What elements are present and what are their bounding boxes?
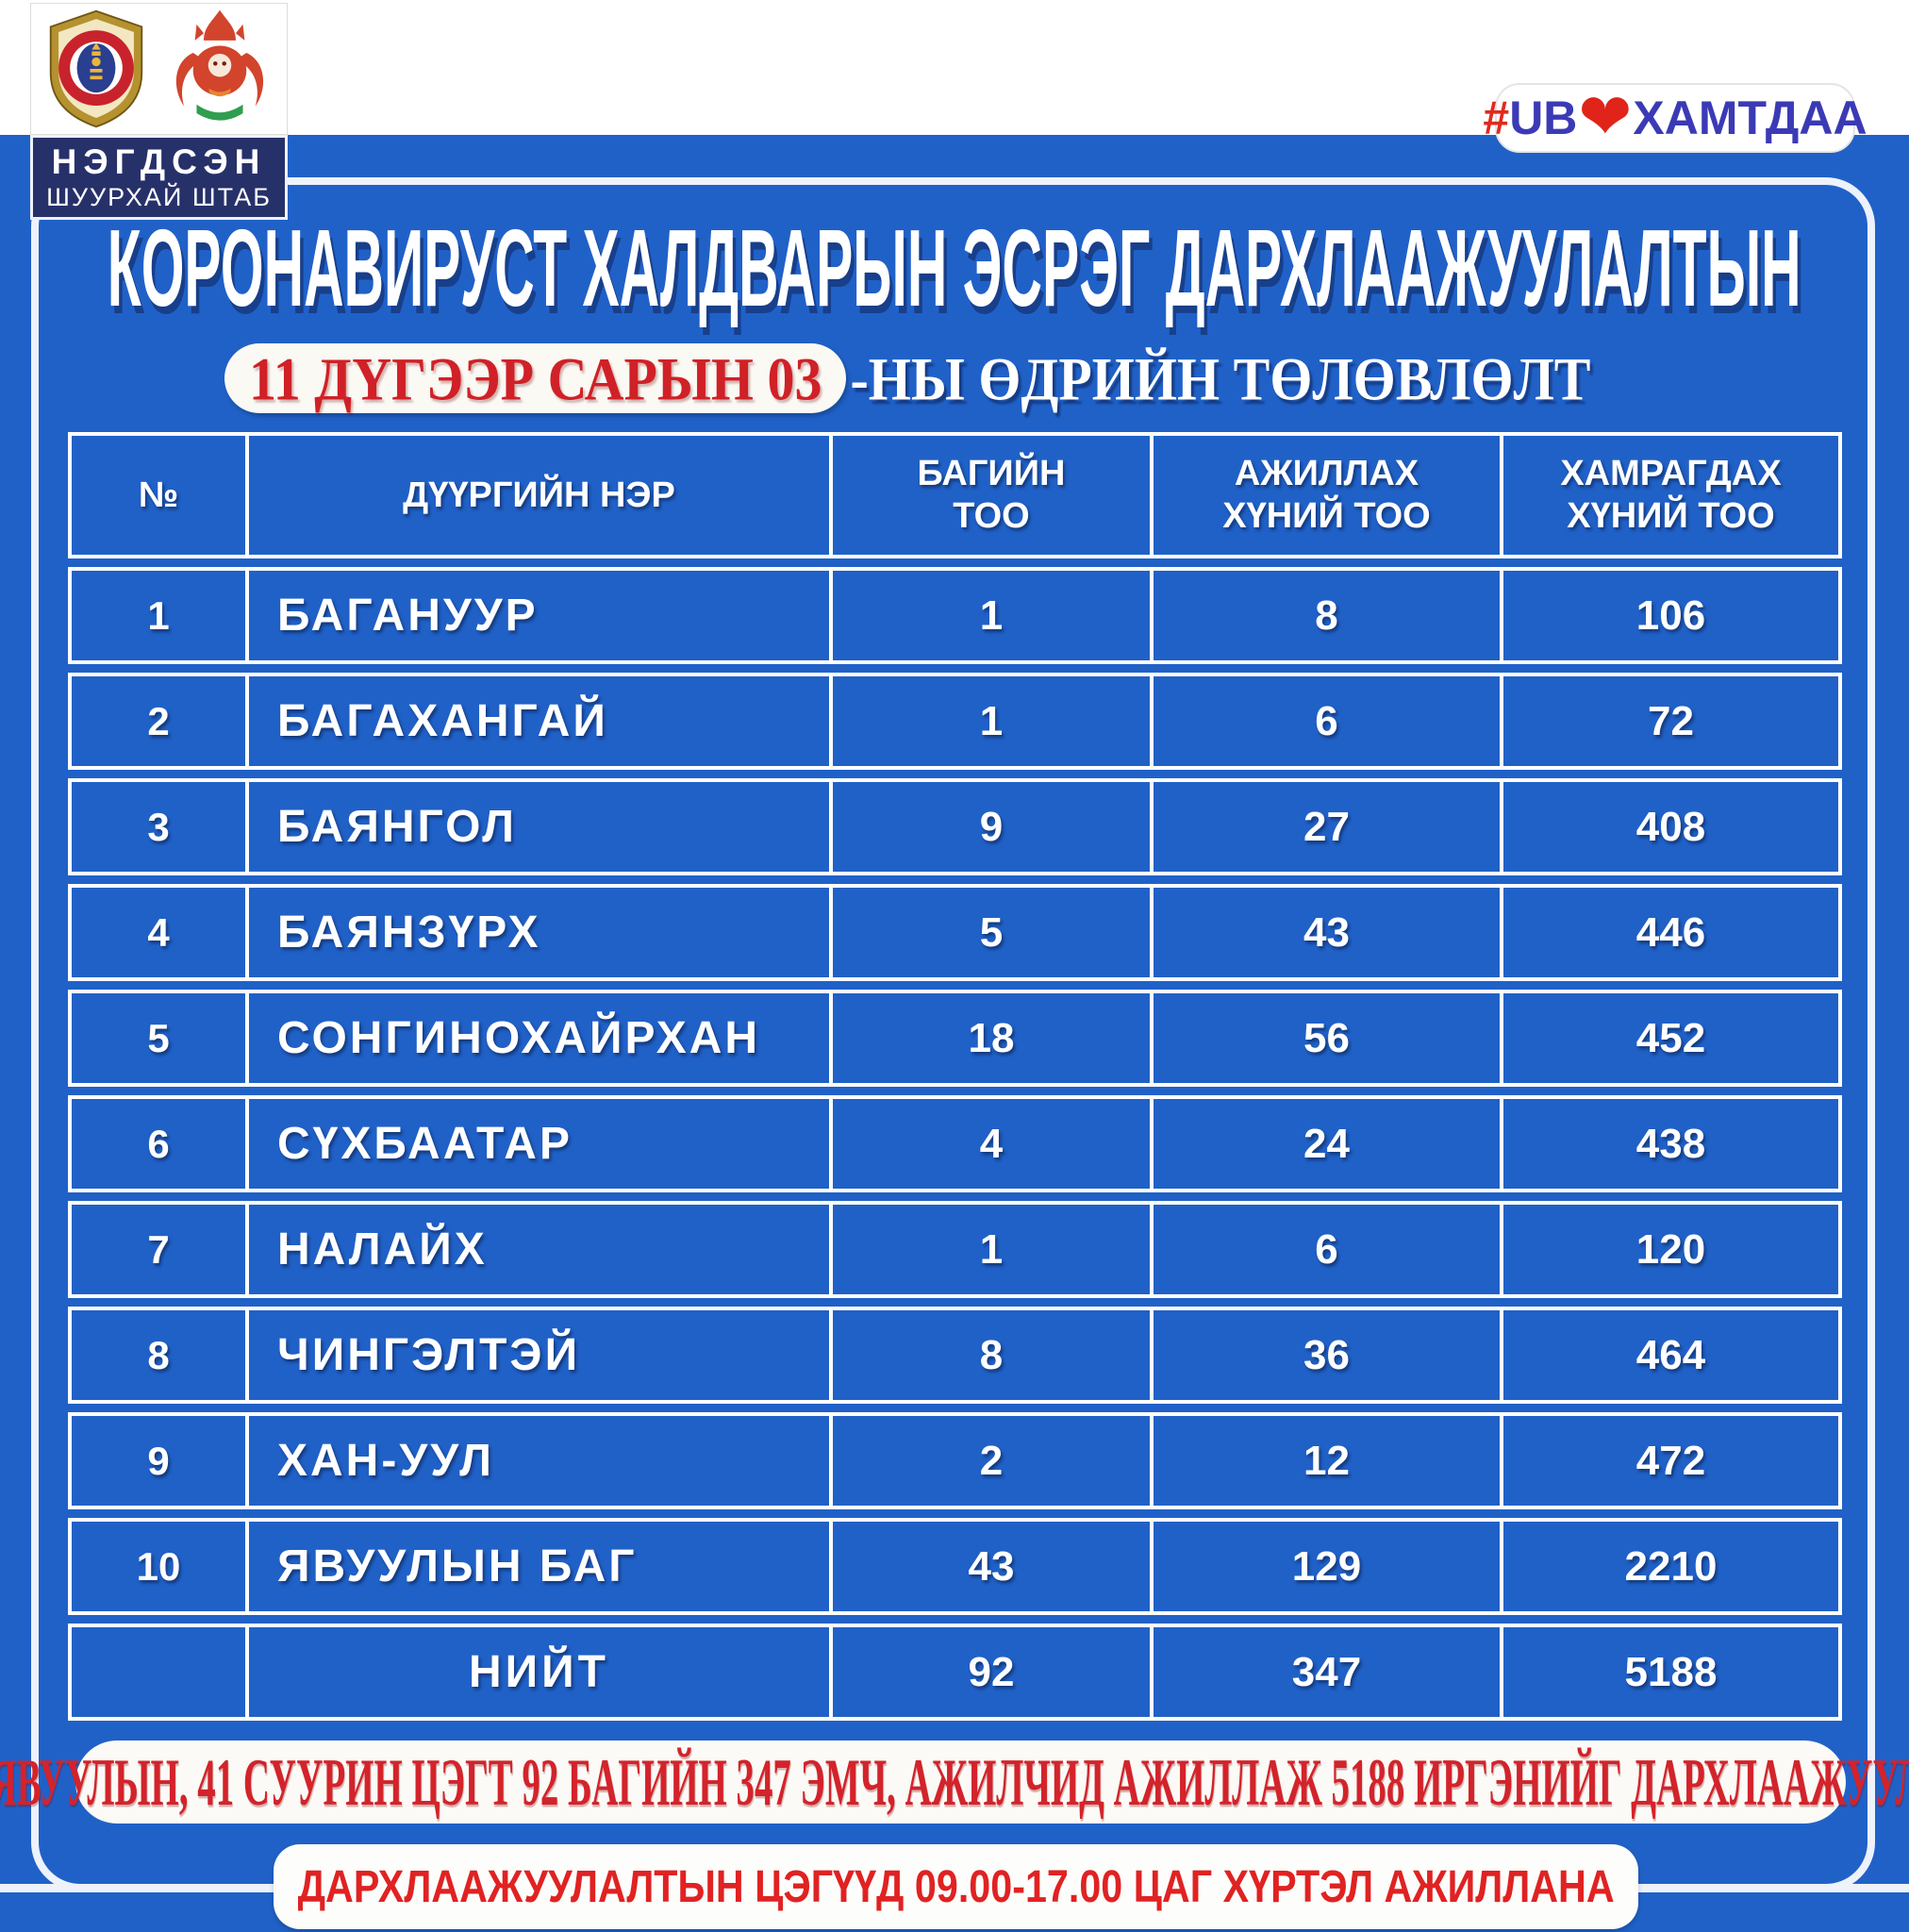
- summary-text: 43 ЯВУУЛЫН, 41 СУУРИН ЦЭГТ 92 БАГИЙН 347…: [0, 1744, 1909, 1820]
- teams-cell: 9: [833, 778, 1154, 875]
- row-number-cell: 5: [68, 990, 249, 1087]
- teams-cell: 18: [833, 990, 1154, 1087]
- teams-cell: 43: [833, 1518, 1154, 1615]
- badge-hash: #: [1483, 92, 1510, 144]
- total-workers-cell: 347: [1154, 1624, 1503, 1721]
- table-row: 1 БАГАНУУР 1 8 106: [68, 567, 1842, 664]
- row-number-cell: 4: [68, 884, 249, 981]
- covered-cell: 72: [1503, 673, 1842, 770]
- state-emergency-commission-emblem-icon: [49, 9, 142, 128]
- summary-banner: 43 ЯВУУЛЫН, 41 СУУРИН ЦЭГТ 92 БАГИЙН 347…: [0, 1740, 1909, 1824]
- row-number-cell: 7: [68, 1201, 249, 1298]
- district-name-cell: ХАН-УУЛ: [249, 1412, 833, 1509]
- total-teams-cell: 92: [833, 1624, 1154, 1721]
- vaccination-plan-table: № ДҮҮРГИЙН НЭР БАГИЙН ТОО АЖИЛЛАХ ХҮНИЙ ТО…: [68, 432, 1842, 1729]
- unified-operations-staff-box: НЭГДСЭН ШУУРХАЙ ШТАБ: [30, 135, 288, 220]
- covered-cell: 446: [1503, 884, 1842, 981]
- logo-box: [30, 3, 288, 135]
- total-empty-cell: [68, 1624, 249, 1721]
- staff-box-line2: ШУУРХАЙ ШТАБ: [46, 183, 272, 211]
- header-district-name: ДҮҮРГИЙН НЭР: [249, 432, 833, 558]
- teams-cell: 5: [833, 884, 1154, 981]
- total-covered-cell: 5188: [1503, 1624, 1842, 1721]
- workers-cell: 6: [1154, 1201, 1503, 1298]
- teams-cell: 2: [833, 1412, 1154, 1509]
- working-hours-text: ДАРХЛААЖУУЛАЛТЫН ЦЭГҮҮД 09.00-17.00 ЦАГ …: [297, 1861, 1615, 1912]
- badge-ub-text: UB: [1509, 92, 1578, 144]
- table-row: 7 НАЛАЙХ 1 6 120: [68, 1201, 1842, 1298]
- district-name-cell: НАЛАЙХ: [249, 1201, 833, 1298]
- staff-box-line1: НЭГДСЭН: [51, 142, 267, 181]
- row-number-cell: 3: [68, 778, 249, 875]
- table-row: 10 ЯВУУЛЫН БАГ 43 129 2210: [68, 1518, 1842, 1615]
- workers-cell: 8: [1154, 567, 1503, 664]
- row-number-cell: 9: [68, 1412, 249, 1509]
- workers-cell: 27: [1154, 778, 1503, 875]
- table-row: 4 БАЯНЗҮРХ 5 43 446: [68, 884, 1842, 981]
- covered-cell: 464: [1503, 1307, 1842, 1404]
- workers-cell: 36: [1154, 1307, 1503, 1404]
- district-name-cell: ЧИНГЭЛТЭЙ: [249, 1307, 833, 1404]
- workers-cell: 56: [1154, 990, 1503, 1087]
- ub-hamtdaa-badge: # UB ❤ ХАМТДАА: [1483, 81, 1868, 154]
- table-row: 2 БАГАХАНГАЙ 1 6 72: [68, 673, 1842, 770]
- workers-cell: 6: [1154, 673, 1503, 770]
- covered-cell: 2210: [1503, 1518, 1842, 1615]
- workers-cell: 43: [1154, 884, 1503, 981]
- district-name-cell: БАЯНГОЛ: [249, 778, 833, 875]
- row-number-cell: 8: [68, 1307, 249, 1404]
- header-team-count: БАГИЙН ТОО: [833, 432, 1154, 558]
- covered-cell: 438: [1503, 1095, 1842, 1192]
- row-number-cell: 1: [68, 567, 249, 664]
- table-row: 5 СОНГИНОХАЙРХАН 18 56 452: [68, 990, 1842, 1087]
- row-number-cell: 6: [68, 1095, 249, 1192]
- district-name-cell: СОНГИНОХАЙРХАН: [249, 990, 833, 1087]
- workers-cell: 24: [1154, 1095, 1503, 1192]
- covered-cell: 472: [1503, 1412, 1842, 1509]
- teams-cell: 1: [833, 673, 1154, 770]
- teams-cell: 4: [833, 1095, 1154, 1192]
- district-name-cell: БАГАНУУР: [249, 567, 833, 664]
- district-name-cell: ЯВУУЛЫН БАГ: [249, 1518, 833, 1615]
- header-covered-people: ХАМРАГДАХ ХҮНИЙ ТОО: [1503, 432, 1842, 558]
- header-number: №: [68, 432, 249, 558]
- table-total-row: НИЙТ 92 347 5188: [68, 1624, 1842, 1721]
- table-row: 9 ХАН-УУЛ 2 12 472: [68, 1412, 1842, 1509]
- covered-cell: 120: [1503, 1201, 1842, 1298]
- badge-word: ХАМТДАА: [1633, 92, 1868, 144]
- district-name-cell: БАЯНЗҮРХ: [249, 884, 833, 981]
- date-highlight-pill: 11 ДҮГЭЭР САРЫН 03: [224, 343, 847, 413]
- ulaanbaatar-city-emblem-icon: [175, 9, 263, 121]
- table-row: 6 СҮХБААТАР 4 24 438: [68, 1095, 1842, 1192]
- table-row: 8 ЧИНГЭЛТЭЙ 8 36 464: [68, 1307, 1842, 1404]
- district-name-cell: СҮХБААТАР: [249, 1095, 833, 1192]
- subtitle-rest: -НЫ ӨДРИЙН ТӨЛӨВЛӨЛТ: [850, 343, 1591, 413]
- teams-cell: 1: [833, 567, 1154, 664]
- header-working-people: АЖИЛЛАХ ХҮНИЙ ТОО: [1154, 432, 1503, 558]
- workers-cell: 129: [1154, 1518, 1503, 1615]
- district-name-cell: БАГАХАНГАЙ: [249, 673, 833, 770]
- total-label-cell: НИЙТ: [249, 1624, 833, 1721]
- poster-title: КОРОНАВИРУСТ ХАЛДВАРЫН ЭСРЭГ ДАРХЛААЖУУЛ…: [108, 206, 1801, 329]
- workers-cell: 12: [1154, 1412, 1503, 1509]
- teams-cell: 1: [833, 1201, 1154, 1298]
- table-row: 3 БАЯНГОЛ 9 27 408: [68, 778, 1842, 875]
- covered-cell: 106: [1503, 567, 1842, 664]
- heart-icon: ❤: [1578, 81, 1633, 154]
- working-hours-banner: ДАРХЛААЖУУЛАЛТЫН ЦЭГҮҮД 09.00-17.00 ЦАГ …: [274, 1844, 1638, 1929]
- row-number-cell: 2: [68, 673, 249, 770]
- poster-subtitle: 11 ДҮГЭЭР САРЫН 03 -НЫ ӨДРИЙН ТӨЛӨВЛӨЛТ: [224, 343, 1591, 413]
- subtitle-date: 11 ДҮГЭЭР САРЫН 03: [249, 343, 822, 413]
- covered-cell: 452: [1503, 990, 1842, 1087]
- teams-cell: 8: [833, 1307, 1154, 1404]
- row-number-cell: 10: [68, 1518, 249, 1615]
- table-header-row: № ДҮҮРГИЙН НЭР БАГИЙН ТОО АЖИЛЛАХ ХҮНИЙ ТО…: [68, 432, 1842, 558]
- covered-cell: 408: [1503, 778, 1842, 875]
